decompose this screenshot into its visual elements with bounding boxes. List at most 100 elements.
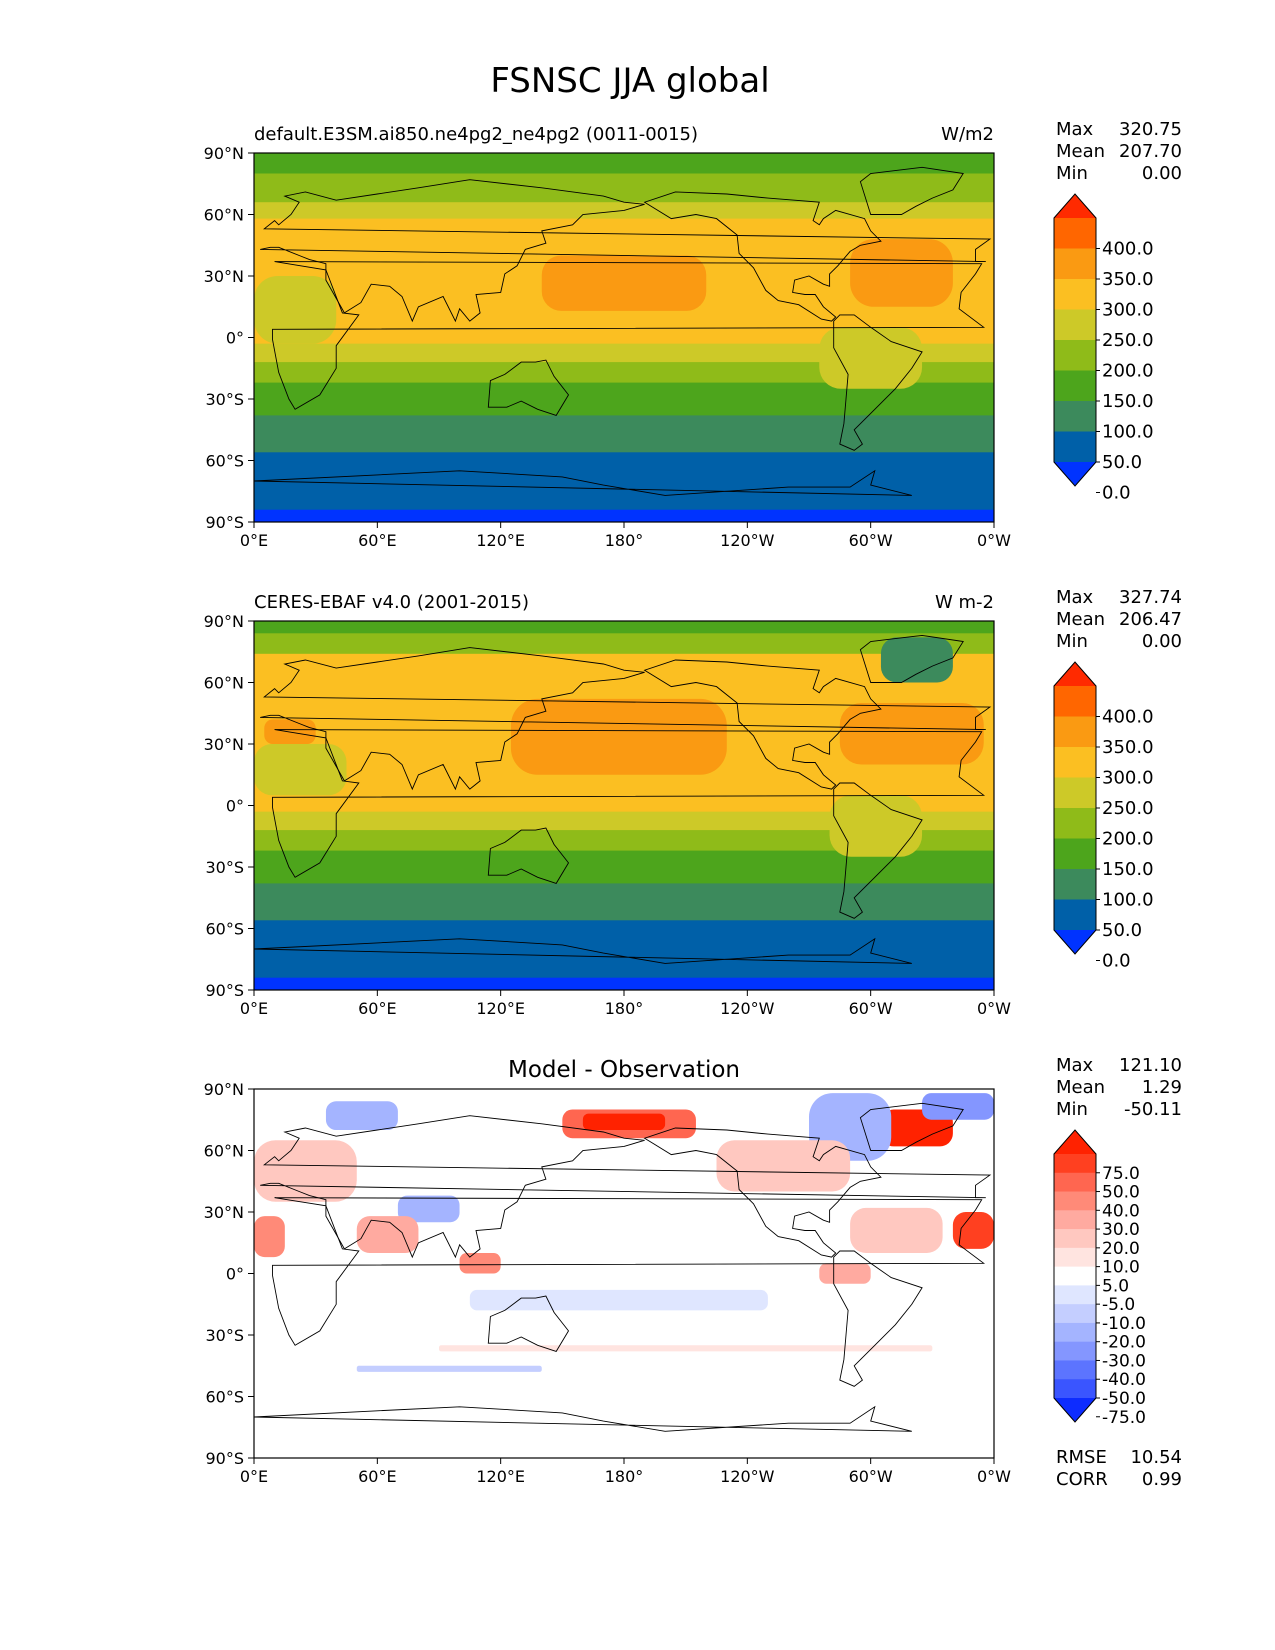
- colorbar-segment: [1054, 1247, 1096, 1268]
- lat-tick-label: 60°N: [204, 1142, 244, 1161]
- lat-tick-label: 30°N: [204, 267, 244, 286]
- coastline: [833, 314, 923, 451]
- zonal-band: [254, 920, 994, 979]
- colorbar-tick-label: 350.0: [1102, 269, 1154, 290]
- colorbar-segment: [1054, 1304, 1096, 1324]
- colorbar-tick-label: -30.0: [1102, 1351, 1146, 1371]
- field-region: [439, 1345, 933, 1352]
- colorbar-tick-label: -10.0: [1102, 1314, 1146, 1334]
- colorbar-tick-label: 20.0: [1102, 1239, 1140, 1259]
- colorbar-tick-label: -50.0: [1102, 1389, 1146, 1409]
- colorbar-segment: [1054, 1379, 1096, 1399]
- coastline: [859, 634, 964, 683]
- lon-tick-label: 0°E: [240, 531, 268, 550]
- field-region: [254, 1140, 357, 1202]
- lat-tick-label: 30°S: [205, 858, 244, 877]
- map-panel-model: 90°N 60°N 30°N 0° 30°S 60°S 90°S0°E 60°E 120°E 18…: [204, 119, 1182, 550]
- lat-tick-label: 90°N: [204, 144, 244, 163]
- coastline: [272, 729, 986, 878]
- lon-tick-label: 60°W: [849, 531, 893, 550]
- panel-title-left: default.E3SM.ai850.ne4pg2_ne4pg2 (0011-0…: [254, 124, 698, 145]
- colorbar-segment: [1054, 1341, 1096, 1361]
- panels: 90°N60°N30°N0°30°S60°S90°S0°E 60°E 120°E 18…: [204, 119, 1182, 1490]
- field-region: [469, 1289, 768, 1311]
- panel-units: W m-2: [935, 592, 994, 613]
- colorbar-tick-label: 10.0: [1102, 1258, 1140, 1278]
- zonal-band: [254, 509, 994, 522]
- zonal-band: [254, 153, 994, 174]
- colorbar-extend-max: [1054, 1130, 1096, 1154]
- stat-value: 206.47: [1119, 609, 1182, 630]
- stat-value: 327.74: [1119, 587, 1182, 608]
- zonal-band: [254, 343, 994, 363]
- field-region: [356, 1365, 542, 1372]
- lon-tick-label: 60°W: [849, 1467, 893, 1486]
- metric-label: RMSE: [1056, 1447, 1107, 1468]
- field-region: [716, 1140, 851, 1192]
- colorbar-tick-label: 300.0: [1102, 300, 1154, 321]
- colorbar-segment: [1054, 1229, 1096, 1249]
- coastline: [833, 782, 923, 919]
- lon-tick-label: 120°E: [476, 531, 525, 550]
- colorbar-segment: [1054, 1360, 1096, 1380]
- field-region: [582, 1113, 666, 1130]
- coastline: [643, 1127, 882, 1258]
- colorbar-segment: [1054, 1191, 1096, 1211]
- lat-tick-label: 90°S: [205, 1449, 244, 1468]
- coastline: [487, 359, 570, 416]
- lat-tick-label: 60°S: [205, 452, 244, 471]
- stat-label: Mean: [1056, 609, 1105, 630]
- metric-value: 0.99: [1142, 1469, 1182, 1490]
- field-region: [254, 744, 347, 796]
- colorbar-tick-label: 30.0: [1102, 1220, 1140, 1240]
- colorbar-tick-label: 350.0: [1102, 737, 1154, 758]
- lat-tick-label: 90°S: [205, 513, 244, 532]
- lon-tick-label: 60°E: [358, 531, 396, 550]
- stat-value: 121.10: [1119, 1055, 1182, 1076]
- colorbar-tick-label: 75.0: [1102, 1164, 1140, 1184]
- colorbar-segment: [1054, 686, 1096, 717]
- colorbar-tick-label: 50.0: [1102, 452, 1142, 473]
- lat-tick-label: 0°: [226, 797, 244, 816]
- colorbar-segment: [1054, 1285, 1096, 1305]
- coastline: [859, 1102, 964, 1151]
- colorbar-extend-min: [1054, 930, 1096, 954]
- colorbar-segment: [1054, 808, 1096, 839]
- lat-tick-label: 30°N: [204, 1203, 244, 1222]
- colorbar-tick-label: 150.0: [1102, 391, 1154, 412]
- stat-label: Max: [1056, 587, 1094, 608]
- colorbar-tick-label: 400.0: [1102, 239, 1154, 260]
- field-region: [819, 327, 923, 389]
- colorbar-segment: [1054, 370, 1096, 402]
- coastline: [254, 469, 912, 496]
- colorbar-extend-min: [1054, 462, 1096, 486]
- colorbar-segment: [1054, 401, 1096, 432]
- colorbar-segment: [1054, 1154, 1096, 1174]
- lon-tick-label: 120°W: [720, 531, 775, 550]
- zonal-band: [254, 830, 994, 852]
- field-region: [922, 1093, 994, 1120]
- lon-tick-label: 0°W: [977, 999, 1011, 1018]
- colorbar-tick-label: 0.0: [1102, 483, 1131, 504]
- lat-tick-label: 30°S: [205, 390, 244, 409]
- field-region: [839, 703, 984, 765]
- field-region: [850, 239, 953, 307]
- coastline: [254, 937, 912, 964]
- colorbar-tick-label: 100.0: [1102, 422, 1154, 443]
- colorbar-segment: [1054, 838, 1096, 870]
- colorbar-tick-label: 200.0: [1102, 829, 1154, 850]
- colorbar-tick-label: 50.0: [1102, 920, 1142, 941]
- zonal-band: [254, 621, 994, 634]
- lat-tick-label: 0°: [226, 1265, 244, 1284]
- colorbar-tick-label: 50.0: [1102, 1183, 1140, 1203]
- colorbar-segment: [1054, 309, 1096, 341]
- figure-title: FSNSC JJA global: [490, 61, 769, 101]
- stat-value: 320.75: [1119, 119, 1182, 140]
- field-region: [541, 255, 707, 311]
- panel-title-left: CERES-EBAF v4.0 (2001-2015): [254, 592, 529, 613]
- stat-label: Min: [1056, 163, 1088, 184]
- map-panel-difference: 90°N 60°N 30°N 0° 30°S 60°S 90°S0°E 60°E 120°E 18…: [204, 1055, 1182, 1490]
- colorbar-tick-label: 150.0: [1102, 859, 1154, 880]
- colorbar-segment: [1054, 747, 1096, 778]
